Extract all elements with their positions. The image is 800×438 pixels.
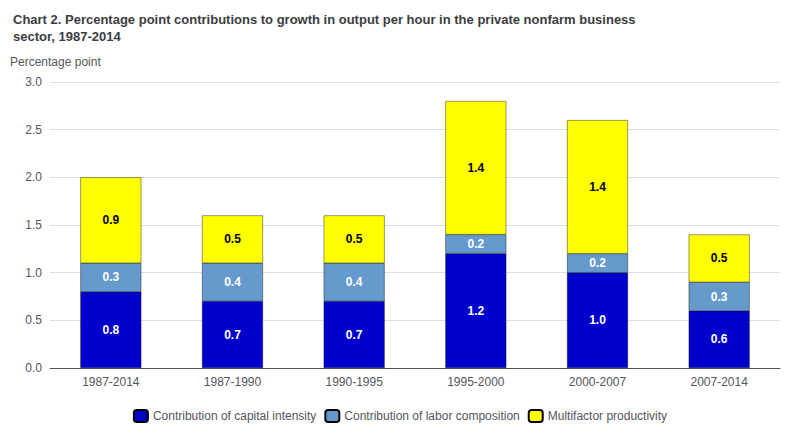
svg-text:1987-2014: 1987-2014 <box>82 375 140 389</box>
svg-text:0.5: 0.5 <box>25 313 42 327</box>
svg-text:1.5: 1.5 <box>25 218 42 232</box>
svg-text:0.2: 0.2 <box>467 237 484 251</box>
svg-text:0.9: 0.9 <box>102 213 119 227</box>
svg-text:0.7: 0.7 <box>224 328 241 342</box>
svg-text:1987-1990: 1987-1990 <box>204 375 262 389</box>
svg-text:Multifactor productivity: Multifactor productivity <box>548 409 667 423</box>
svg-text:1995-2000: 1995-2000 <box>447 375 505 389</box>
svg-text:0.4: 0.4 <box>346 275 363 289</box>
svg-text:0.4: 0.4 <box>224 275 241 289</box>
svg-text:1.4: 1.4 <box>467 161 484 175</box>
svg-text:0.6: 0.6 <box>711 332 728 346</box>
svg-text:0.5: 0.5 <box>711 251 728 265</box>
svg-text:1.0: 1.0 <box>589 313 606 327</box>
svg-text:2.0: 2.0 <box>25 170 42 184</box>
svg-text:Percentage point: Percentage point <box>10 55 101 69</box>
svg-text:0.5: 0.5 <box>346 232 363 246</box>
svg-text:1.2: 1.2 <box>467 304 484 318</box>
svg-text:3.0: 3.0 <box>25 75 42 89</box>
svg-text:0.2: 0.2 <box>589 256 606 270</box>
svg-text:2007-2014: 2007-2014 <box>690 375 748 389</box>
svg-text:Chart 2. Percentage point cont: Chart 2. Percentage point contributions … <box>13 12 636 27</box>
svg-text:Contribution of labor composit: Contribution of labor composition <box>344 409 519 423</box>
svg-text:1.4: 1.4 <box>589 180 606 194</box>
svg-text:sector, 1987-2014: sector, 1987-2014 <box>13 29 121 44</box>
svg-text:0.3: 0.3 <box>711 290 728 304</box>
svg-text:0.7: 0.7 <box>346 328 363 342</box>
svg-text:1.0: 1.0 <box>25 266 42 280</box>
svg-text:2000-2007: 2000-2007 <box>569 375 627 389</box>
svg-text:1990-1995: 1990-1995 <box>325 375 383 389</box>
svg-text:0.3: 0.3 <box>102 270 119 284</box>
svg-text:2.5: 2.5 <box>25 123 42 137</box>
svg-text:0.8: 0.8 <box>102 323 119 337</box>
svg-text:Contribution of capital intens: Contribution of capital intensity <box>153 409 316 423</box>
svg-text:0.5: 0.5 <box>224 232 241 246</box>
svg-text:0.0: 0.0 <box>25 361 42 375</box>
